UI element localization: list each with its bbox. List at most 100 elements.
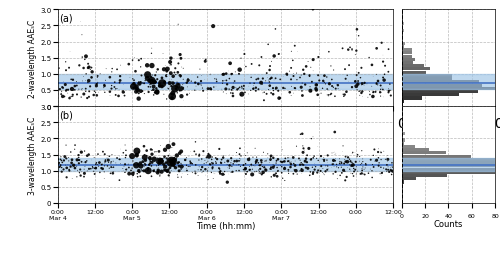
Point [341,68,349,72]
Point [299,151,307,155]
Point [275,53,283,57]
Point [76,168,84,172]
Point [129,159,137,163]
Point [120,165,128,169]
Point [133,149,141,153]
Point [322,170,330,174]
Point [238,85,246,89]
Point [179,67,187,71]
Point [152,74,160,78]
Point [267,91,275,96]
Point [94,91,102,95]
Point [222,79,230,83]
Point [240,168,248,172]
Point [174,173,182,177]
Point [139,160,147,164]
Bar [402,162,500,165]
Point [328,151,336,155]
Point [62,176,70,180]
Point [228,73,235,77]
Point [179,86,187,90]
Point [138,82,146,86]
Point [91,167,99,171]
Point [100,177,108,181]
Point [83,154,91,158]
Point [278,148,286,152]
Point [322,169,330,173]
Point [371,160,379,164]
Point [176,87,184,91]
Point [309,135,317,139]
Point [284,168,292,172]
Bar [402,26,403,29]
Point [332,159,340,163]
Point [358,172,366,176]
Bar [402,55,412,58]
Point [287,78,295,82]
Point [366,167,374,171]
Point [158,85,166,89]
Point [74,169,82,173]
Point [259,77,267,81]
Point [312,157,320,161]
Point [160,83,168,87]
Point [177,167,185,171]
Point [138,74,145,78]
Point [80,67,88,71]
Point [246,168,254,172]
Point [126,76,134,80]
Point [140,145,148,149]
Point [127,169,135,173]
Point [349,163,357,167]
Point [220,170,228,174]
Point [126,155,134,160]
Point [242,177,250,181]
Point [262,72,270,76]
Bar [402,91,477,94]
Point [84,67,92,71]
Point [350,167,358,171]
Point [358,90,366,94]
Point [279,75,287,79]
Point [104,161,112,165]
Point [378,86,386,90]
Point [68,177,76,181]
Point [236,157,244,161]
Point [264,152,272,156]
Point [184,80,192,84]
Point [370,95,378,99]
Point [266,81,274,85]
Point [266,159,274,163]
Point [225,88,233,92]
Point [374,80,382,84]
Point [250,84,258,88]
Point [62,89,70,93]
Point [152,164,160,168]
Point [174,83,182,87]
Point [57,155,65,159]
Point [113,68,121,72]
Point [356,76,364,80]
Point [288,50,296,54]
Point [150,93,158,98]
Point [236,147,244,151]
Point [303,161,311,165]
Point [116,162,124,166]
Point [72,165,80,169]
Point [163,156,171,160]
Point [229,86,237,90]
Point [307,90,315,94]
Point [148,79,156,83]
Point [170,165,178,169]
Point [234,87,242,91]
Point [62,60,70,65]
Point [257,163,265,167]
Bar [402,10,403,13]
Point [290,72,298,76]
Point [146,83,154,87]
Point [58,170,66,174]
Point [368,163,376,167]
Point [278,165,285,169]
Point [154,171,162,175]
Point [158,157,166,161]
